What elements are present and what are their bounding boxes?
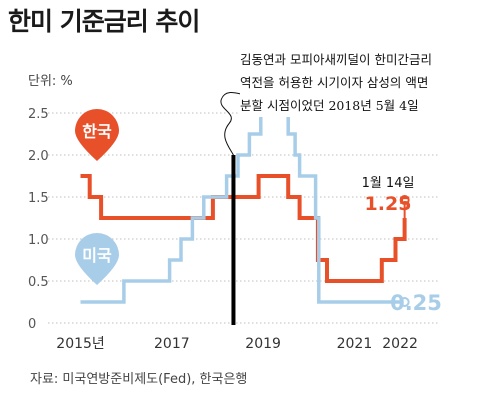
series-line-us xyxy=(80,111,405,304)
korea-end-value-label: 1.25 xyxy=(365,193,412,215)
korea-end-date-label: 1월 14일 xyxy=(362,176,415,191)
us-end-value-label: 0.25 xyxy=(390,291,442,315)
x-tick-label: 2015년 xyxy=(56,336,105,352)
x-tick-label: 2022 xyxy=(382,336,418,352)
flag-pin-us xyxy=(75,233,119,285)
source-note: 자료: 미국연방준비제도(Fed), 한국은행 xyxy=(30,372,248,387)
annotation-connector xyxy=(220,92,246,156)
series-line-korea xyxy=(80,174,407,283)
x-tick-label: 2021 xyxy=(337,336,373,352)
page-title: 한미 기준금리 추이 xyxy=(8,7,200,36)
flag-label-korea: 한국 xyxy=(82,122,112,141)
flag-label-us: 미국 xyxy=(82,246,112,265)
annotation-line-3: 분할 시점이었던 2018년 5월 4일 xyxy=(240,98,419,113)
y-tick-label: 2.5 xyxy=(28,107,49,122)
y-tick-label: 2.0 xyxy=(28,149,49,164)
annotation-line-2: 역전을 허용한 시기이자 삼성의 액면 xyxy=(240,75,429,90)
unit-label: 단위: % xyxy=(28,74,73,89)
y-tick-label: 1.5 xyxy=(28,191,49,206)
us-end-marker xyxy=(399,297,410,307)
y-tick-label: 0.5 xyxy=(28,275,49,290)
y-tick-label: 1.0 xyxy=(28,233,49,248)
y-tick-label: 0 xyxy=(28,317,36,332)
flag-pin-korea xyxy=(75,109,119,161)
annotation-box: 김동연과 모피아새끼덜이 한미간금리 역전을 허용한 시기이자 삼성의 액면 분… xyxy=(240,48,478,117)
annotation-line-1: 김동연과 모피아새끼덜이 한미간금리 xyxy=(240,52,432,67)
x-tick-label: 2017 xyxy=(154,336,190,352)
x-tick-label: 2019 xyxy=(245,336,281,352)
